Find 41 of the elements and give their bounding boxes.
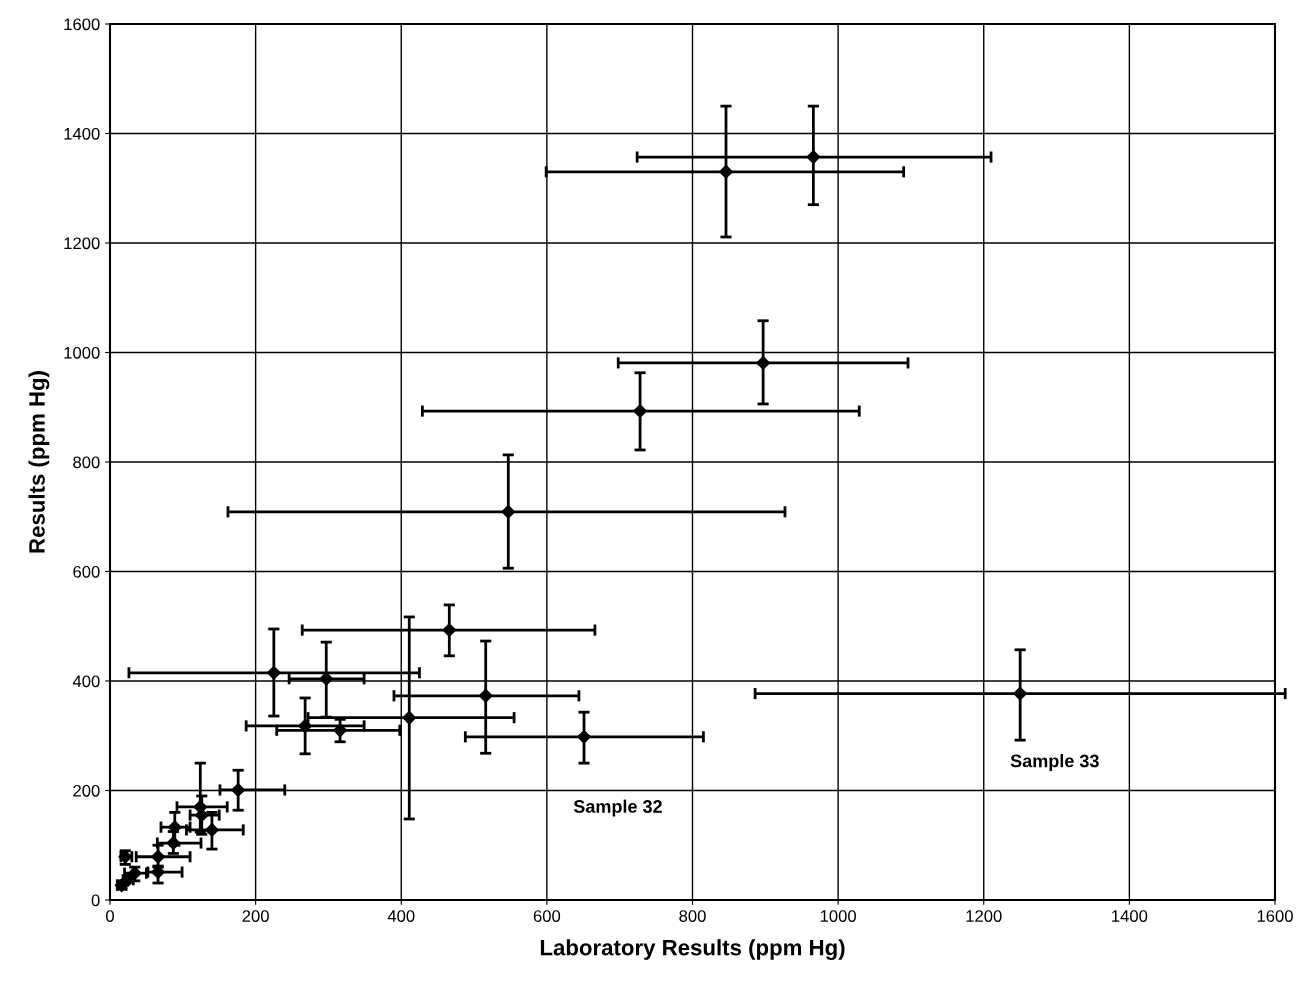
point xyxy=(442,623,457,637)
point xyxy=(166,836,181,850)
y-tick-label: 1000 xyxy=(64,346,100,359)
point xyxy=(205,823,219,837)
y-tick-label: 200 xyxy=(73,784,100,797)
point xyxy=(1013,686,1028,701)
point xyxy=(231,783,246,797)
point xyxy=(266,665,281,680)
y-tick-label: 800 xyxy=(73,456,100,469)
point xyxy=(756,355,771,370)
point xyxy=(633,404,647,418)
point xyxy=(719,164,733,179)
point xyxy=(478,688,493,703)
point xyxy=(501,504,516,519)
y-tick-label: 1600 xyxy=(64,18,100,31)
point xyxy=(151,849,165,864)
x-tick-label: 1600 xyxy=(1257,910,1293,922)
point xyxy=(167,820,182,835)
point xyxy=(577,729,591,744)
x-tick-label: 1400 xyxy=(1112,910,1148,922)
annotation: Sample 32 xyxy=(573,799,662,817)
x-axis-title: Laboratory Results (ppm Hg) xyxy=(540,939,845,960)
point xyxy=(402,710,417,725)
y-tick-label: 1200 xyxy=(64,237,100,250)
x-tick-label: 1000 xyxy=(820,910,857,922)
x-tick-label: 0 xyxy=(106,910,114,922)
x-tick-label: 1200 xyxy=(966,910,1002,922)
point xyxy=(806,150,821,164)
y-tick-label: 1400 xyxy=(64,127,100,140)
annotation: Sample 33 xyxy=(1010,754,1099,771)
y-axis-title: Results (ppm Hg) xyxy=(28,371,50,553)
x-tick-label: 600 xyxy=(533,910,561,922)
y-tick-label: 400 xyxy=(72,675,100,688)
x-tick-label: 800 xyxy=(679,910,706,922)
point xyxy=(298,718,313,733)
x-tick-label: 400 xyxy=(387,910,415,922)
y-tick-label: 600 xyxy=(73,565,100,578)
point xyxy=(194,808,209,823)
point xyxy=(333,723,347,738)
y-tick-label: 0 xyxy=(91,894,100,907)
x-tick-label: 200 xyxy=(242,910,269,922)
